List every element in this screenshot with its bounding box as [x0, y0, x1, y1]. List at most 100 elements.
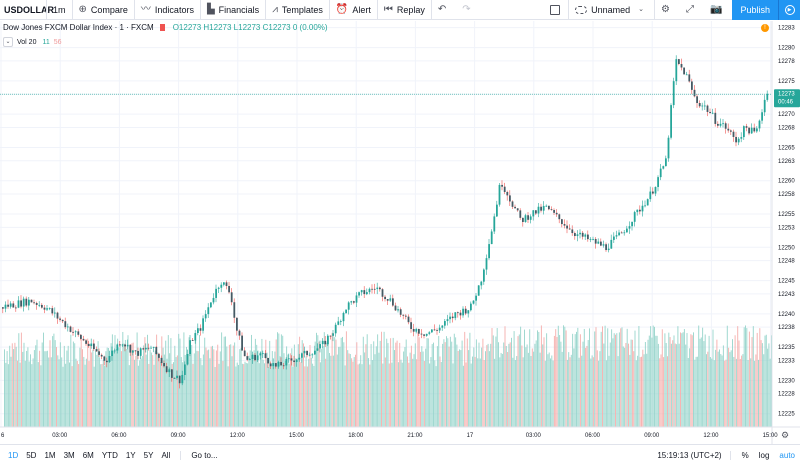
- volume-bar: [54, 340, 56, 427]
- volume-bar: [734, 335, 736, 427]
- candle-body: [355, 295, 358, 303]
- candle-body: [173, 377, 176, 379]
- candle-body: [311, 354, 314, 356]
- warning-icon[interactable]: !: [761, 24, 769, 32]
- volume-bar: [765, 334, 767, 427]
- auto-scale-toggle[interactable]: auto: [779, 450, 795, 460]
- volume-bar: [70, 334, 72, 427]
- volume-bar: [392, 337, 394, 427]
- volume-bar: [455, 337, 457, 427]
- candle-body: [51, 308, 54, 314]
- candle-body: [25, 298, 28, 306]
- volume-bar: [301, 340, 303, 427]
- volume-bar: [499, 357, 501, 427]
- volume-bar: [431, 344, 433, 427]
- candle-body: [243, 350, 246, 357]
- volume-bar: [433, 342, 434, 427]
- percent-toggle[interactable]: %: [741, 450, 749, 460]
- collapse-chevron-icon[interactable]: ⌄: [3, 37, 13, 47]
- volume-bar: [404, 347, 406, 427]
- range-all[interactable]: All: [161, 450, 171, 460]
- scale-settings-icon[interactable]: ⚙: [781, 430, 789, 440]
- volume-bar: [473, 347, 475, 427]
- templates-button[interactable]: ⩘ Templates: [266, 0, 329, 20]
- volume-bar: [362, 336, 364, 427]
- volume-bar: [83, 356, 85, 427]
- volume-bar: [630, 339, 632, 427]
- series-title[interactable]: Dow Jones FXCM Dollar Index · 1 · FXCM: [3, 23, 154, 32]
- snapshot-button[interactable]: 📷: [704, 0, 732, 20]
- candle-body: [363, 290, 366, 295]
- candle-body: [399, 309, 402, 315]
- volume-bar: [413, 354, 415, 427]
- candle-body: [587, 234, 589, 240]
- financials-button[interactable]: ▙ Financials: [201, 0, 265, 20]
- volume-bar: [173, 362, 174, 427]
- goto-button[interactable]: Go to...: [180, 450, 218, 460]
- volume-label[interactable]: Vol 20: [17, 38, 37, 46]
- compare-button[interactable]: ⊕ Compare: [73, 0, 134, 20]
- volume-bar: [760, 340, 762, 427]
- volume-bar: [716, 339, 718, 427]
- volume-bar: [487, 343, 489, 427]
- range-1d[interactable]: 1D: [8, 450, 19, 460]
- candle-body: [269, 363, 272, 367]
- symbol-search[interactable]: USDOLLAR: [4, 4, 54, 15]
- redo-button[interactable]: ↷: [456, 0, 480, 20]
- candle-body: [340, 321, 342, 322]
- range-3m[interactable]: 3M: [63, 450, 75, 460]
- ohlc-open: O12273: [172, 23, 202, 32]
- volume-bar: [488, 351, 490, 427]
- candle-body: [67, 326, 69, 328]
- log-toggle[interactable]: log: [758, 450, 770, 460]
- range-6m[interactable]: 6M: [82, 450, 94, 460]
- candle-body: [397, 309, 399, 311]
- flag-icon[interactable]: [159, 24, 165, 31]
- publish-button[interactable]: Publish: [732, 0, 778, 20]
- candle-body: [488, 244, 490, 259]
- layout-name-button[interactable]: Unnamed ⌄: [569, 0, 654, 20]
- candle-body: [228, 285, 230, 293]
- volume-bar: [313, 365, 315, 427]
- range-5y[interactable]: 5Y: [143, 450, 154, 460]
- range-5d[interactable]: 5D: [26, 450, 37, 460]
- layout-toggle-icon[interactable]: [550, 4, 561, 15]
- volume-bar: [639, 357, 641, 427]
- candle-body: [553, 210, 555, 213]
- replay-button[interactable]: ⏮ Replay: [378, 0, 431, 20]
- fullscreen-button[interactable]: ⤢: [680, 0, 704, 20]
- volume-bar: [200, 358, 202, 427]
- candle-body: [589, 239, 592, 240]
- volume-bar: [459, 349, 460, 427]
- volume-bar: [61, 357, 63, 427]
- volume-bar: [369, 364, 371, 427]
- volume-bar: [76, 360, 78, 427]
- candle-body: [571, 229, 574, 234]
- volume-bar: [703, 341, 705, 427]
- volume-bar: [15, 346, 17, 427]
- volume-bar: [377, 334, 379, 427]
- indicators-button[interactable]: 〰 Indicators: [135, 0, 200, 20]
- candle-body: [600, 241, 602, 246]
- volume-bar: [738, 340, 740, 427]
- candle-body: [295, 359, 298, 363]
- volume-bar: [526, 344, 528, 427]
- interval-button[interactable]: 1m: [53, 4, 66, 15]
- range-1m[interactable]: 1M: [44, 450, 56, 460]
- volume-bar: [58, 359, 60, 427]
- candle-body: [475, 295, 477, 301]
- volume-bar: [113, 350, 115, 427]
- range-ytd[interactable]: YTD: [101, 450, 118, 460]
- volume-bar: [464, 331, 466, 427]
- undo-button[interactable]: ↶: [432, 0, 456, 20]
- volume-bar: [18, 333, 20, 427]
- volume-bar: [742, 354, 744, 427]
- alert-button[interactable]: ⏰ Alert: [330, 0, 377, 20]
- range-1y[interactable]: 1Y: [125, 450, 136, 460]
- volume-bar: [669, 337, 671, 427]
- settings-button[interactable]: ⚙: [655, 0, 680, 20]
- volume-bar: [719, 349, 720, 427]
- play-button[interactable]: ▶: [778, 0, 800, 20]
- clock-readout[interactable]: 15:19:13 (UTC+2): [657, 450, 731, 460]
